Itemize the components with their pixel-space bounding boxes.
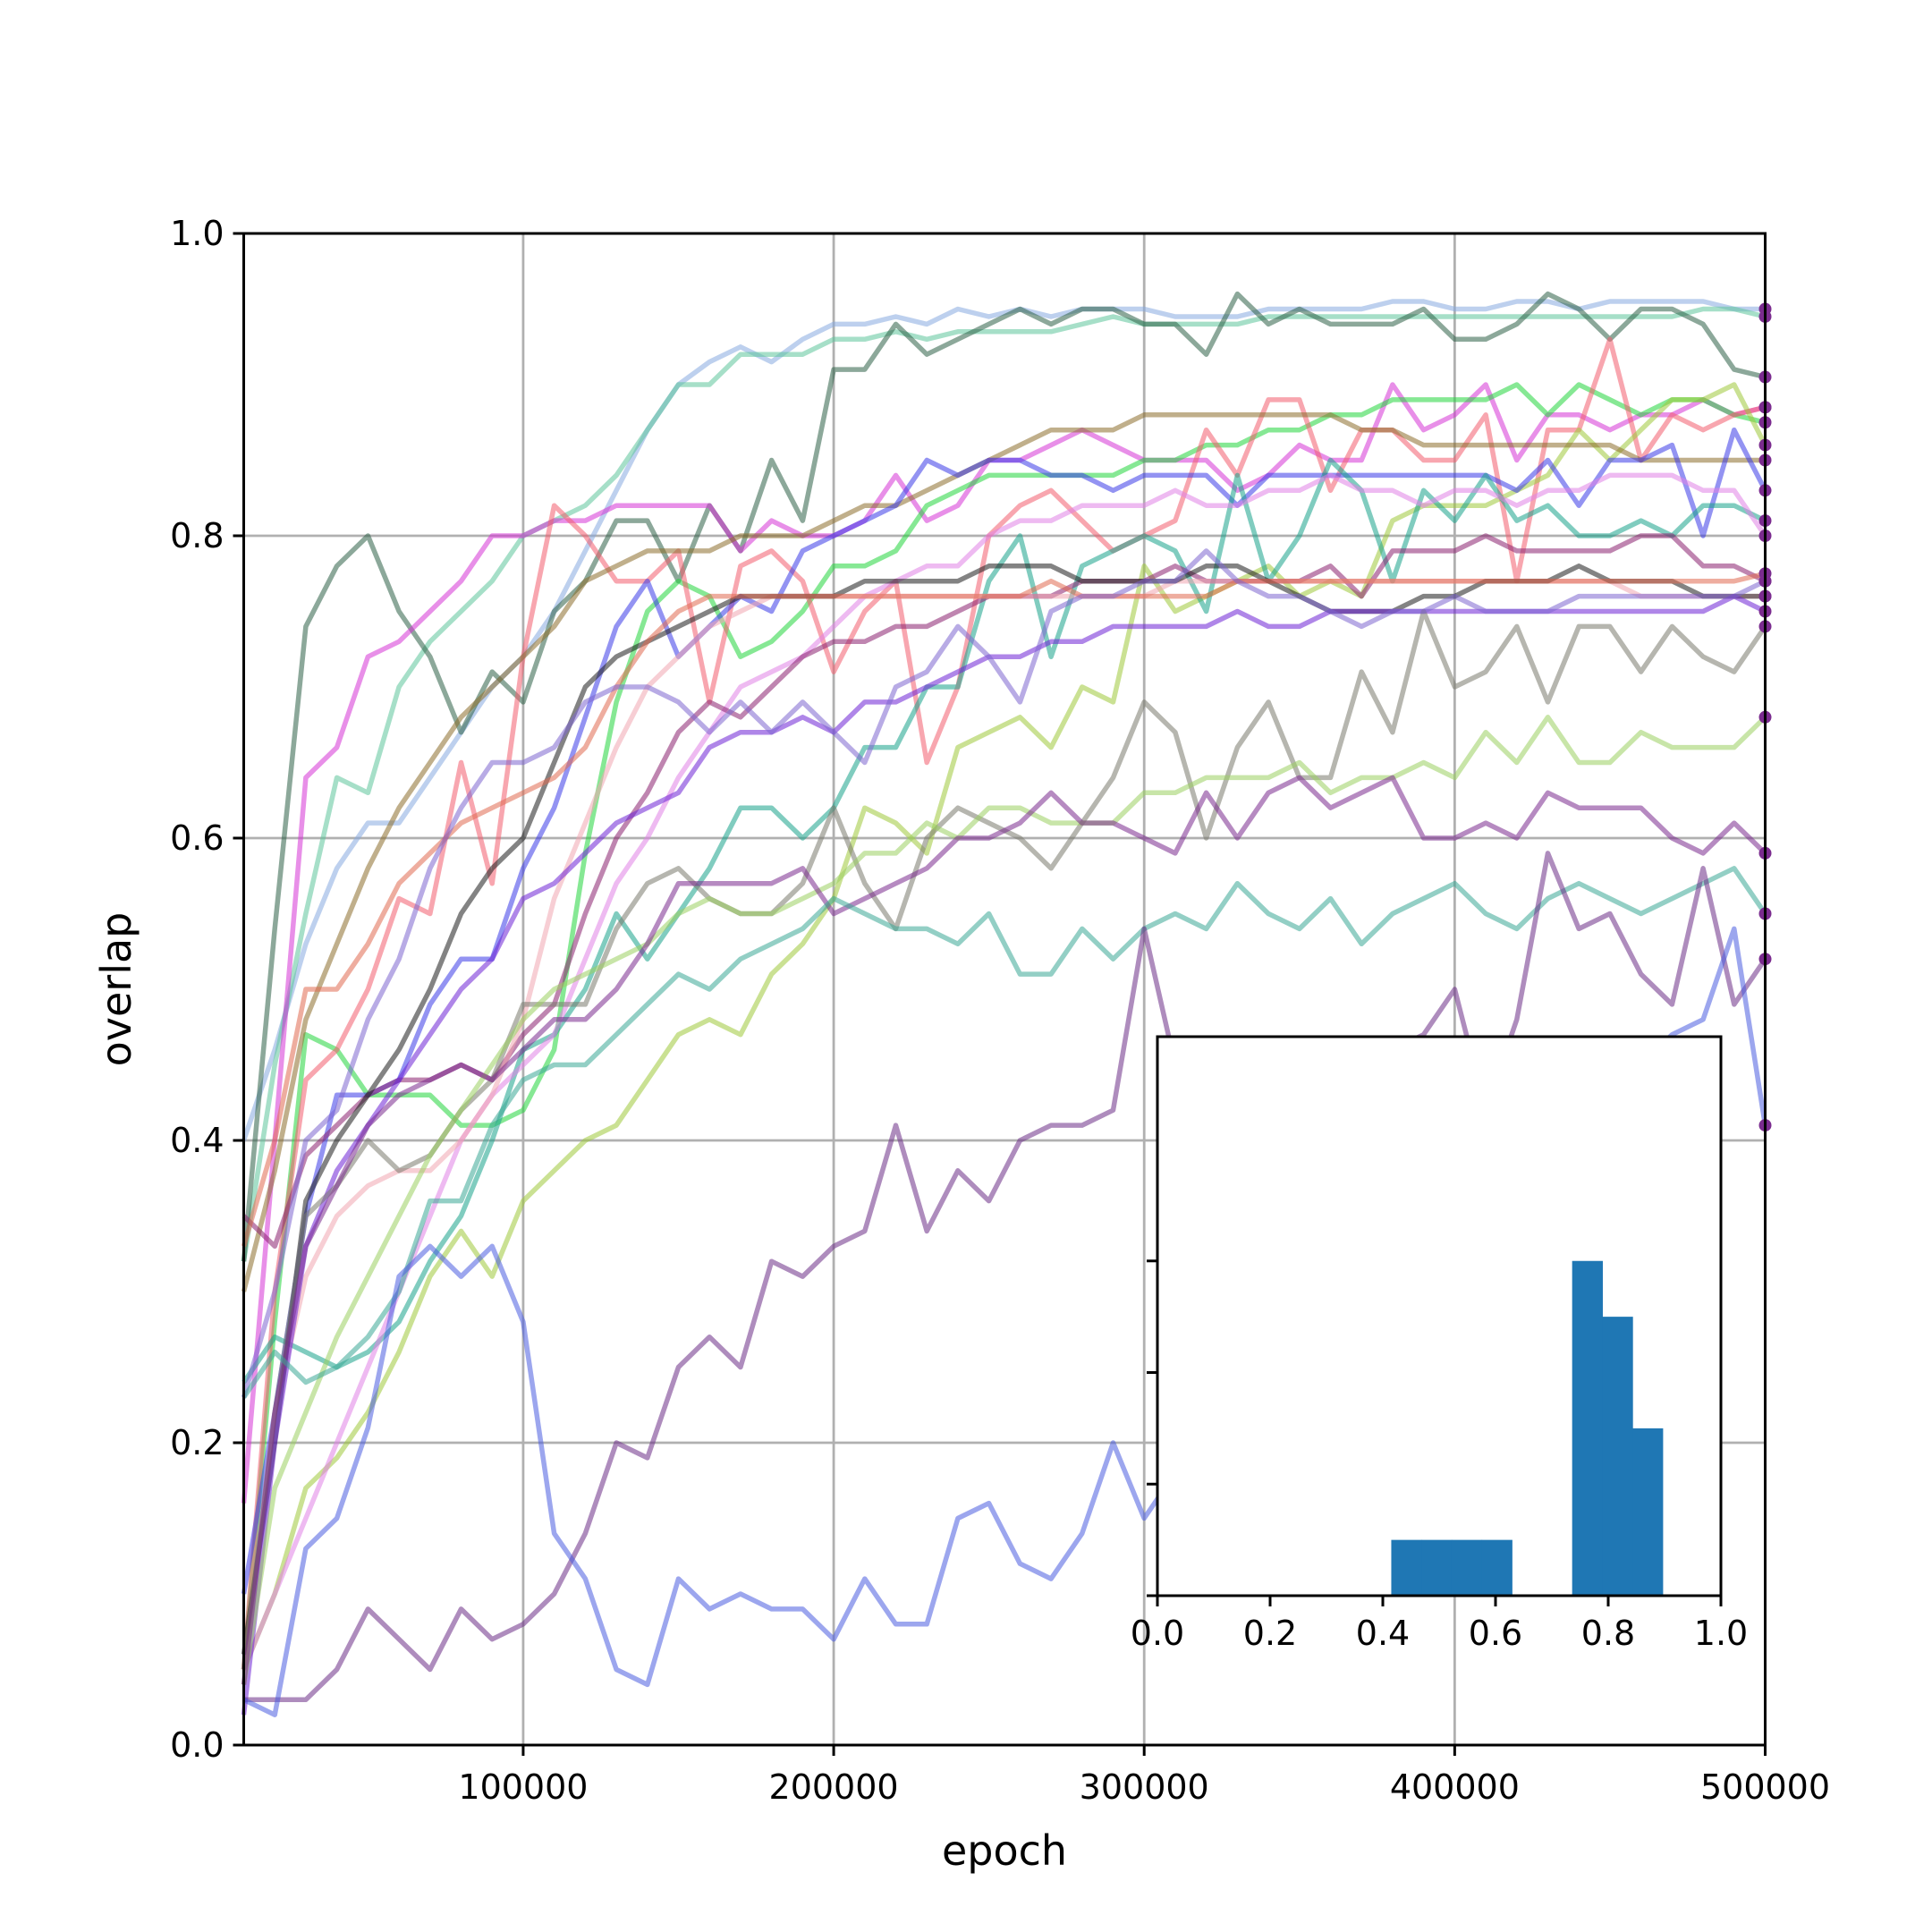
x-tick-label: 200000 [769,1767,899,1807]
inset-y-ticks [1147,1259,1157,1597]
inset-x-tick-label: 1.0 [1694,1614,1748,1653]
inset-x-tick-label: 0.8 [1581,1614,1635,1653]
y-axis-label: overlap [92,912,140,1067]
histogram-bar-7 [1572,1260,1603,1596]
histogram-bar-3 [1451,1539,1483,1596]
series-line-15 [241,571,1767,1248]
x-tick-label: 300000 [1080,1767,1209,1807]
main-series-group [241,291,1768,1717]
main-y-ticks: 0.0 0.2 0.4 0.6 0.8 1.0 [170,214,244,1765]
y-tick-label: 0.0 [170,1725,224,1765]
inset-bars [1391,1260,1664,1596]
series-line-2 [241,306,1767,1262]
inset-frame [1156,1035,1723,1597]
series-line-22 [243,851,1767,1703]
series-line-18 [241,548,1767,1399]
y-tick-label: 1.0 [170,214,224,253]
series-line-8 [241,412,1766,1292]
series-line-10 [242,457,1767,1384]
series-line-21 [242,866,1767,1399]
x-tick-label: 100000 [458,1767,588,1807]
histogram-bar-4 [1481,1539,1513,1596]
inset-histogram: 0.0 0.2 0.4 0.6 0.8 1.0 [1131,1035,1748,1653]
histogram-bar-1 [1391,1539,1422,1596]
x-tick-label: 400000 [1390,1767,1520,1807]
series-line-20 [241,775,1767,1685]
y-tick-label: 0.8 [170,516,224,555]
histogram-bar-9 [1632,1428,1664,1596]
series-line-6 [241,336,1767,1670]
inset-x-tick-label: 0.6 [1469,1614,1522,1653]
main-plot-frame [242,232,1767,1747]
inset-x-tick-label: 0.2 [1243,1614,1297,1653]
series-line-11 [241,472,1767,1671]
histogram-bar-8 [1602,1317,1633,1596]
main-x-ticks: 100000 200000 300000 400000 500000 [458,1745,1830,1807]
series-line-19 [241,715,1767,1685]
x-axis-label: epoch [942,1826,1067,1875]
y-tick-label: 0.2 [170,1423,224,1462]
inset-x-tick-label: 0.0 [1131,1614,1184,1653]
y-tick-label: 0.4 [170,1121,224,1160]
main-line-plot: 100000 200000 300000 400000 500000 0.0 0.2 0.4… [92,214,1830,1875]
series-line-3 [241,291,1767,1262]
x-tick-label: 500000 [1700,1767,1830,1807]
y-tick-label: 0.6 [170,818,224,858]
histogram-bar-2 [1421,1539,1453,1596]
inset-x-tick-label: 0.4 [1356,1614,1410,1653]
inset-x-ticks: 0.0 0.2 0.4 0.6 0.8 1.0 [1131,1596,1748,1653]
